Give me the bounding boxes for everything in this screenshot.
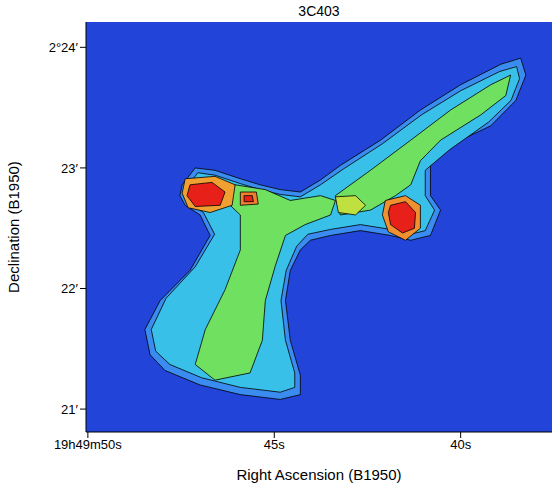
svg-text:23′: 23′ (61, 161, 78, 176)
svg-text:19h49m50s: 19h49m50s (54, 437, 122, 452)
svg-text:45s: 45s (264, 437, 285, 452)
html-text:3C403: 3C403 (298, 3, 340, 19)
svg-text:Right Ascension (B1950): Right Ascension (B1950) (236, 466, 401, 483)
svg-text:22′: 22′ (61, 281, 78, 296)
svg-text:2°24′: 2°24′ (49, 40, 79, 55)
svg-text:21′: 21′ (61, 402, 78, 417)
svg-text:40s: 40s (450, 437, 471, 452)
svg-text:Declination (B1950): Declination (B1950) (5, 161, 22, 293)
